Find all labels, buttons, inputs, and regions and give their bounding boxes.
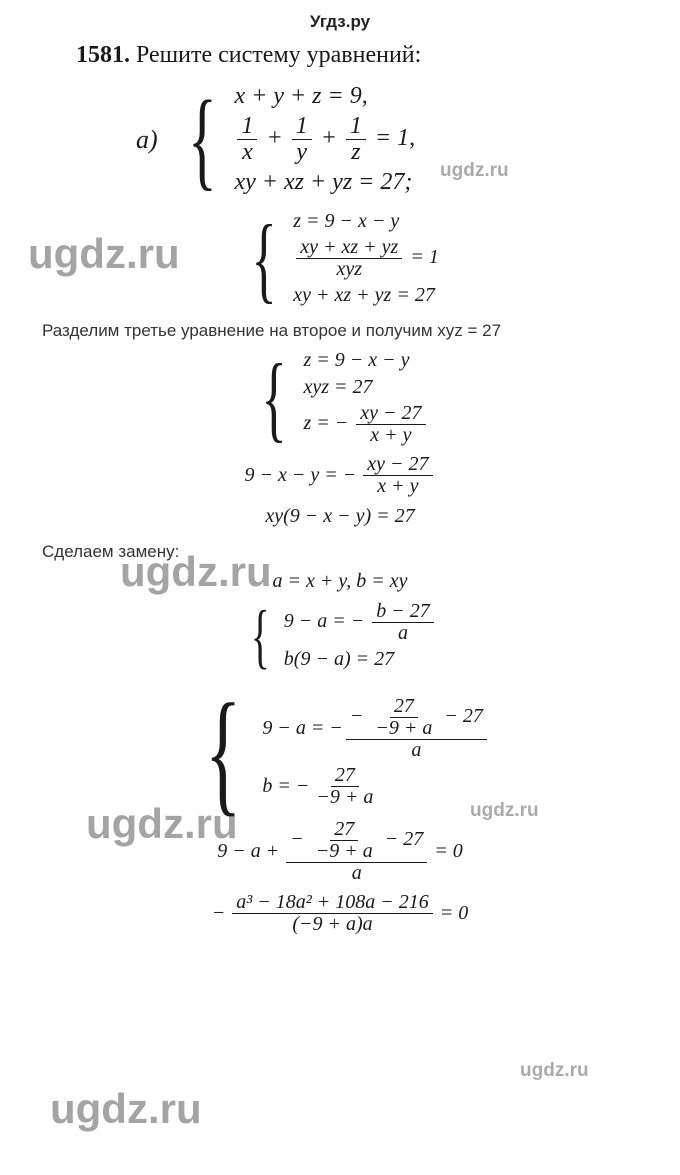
eq-a1: x + y + z = 9, — [234, 83, 415, 110]
step1-l2: xy + xz + yzxyz = 1 — [293, 237, 439, 280]
para-1: Разделим третье уравнение на второе и по… — [42, 321, 644, 341]
step3-system: { 9 − a = − b − 27a b(9 − a) = 27 — [36, 601, 644, 671]
problem-number: 1581. — [76, 42, 130, 68]
step5-eq1: 9 − a + − 27−9 + a − 27 a = 0 — [36, 819, 644, 884]
step3-l2: b(9 − a) = 27 — [284, 648, 437, 671]
step4-l2: b = − 27−9 + a — [262, 765, 490, 808]
step1-system: { z = 9 − x − y xy + xz + yzxyz = 1 xy +… — [36, 210, 644, 307]
watermark-7: ugdz.ru — [520, 1060, 589, 1082]
step2-eq1: 9 − x − y = − xy − 27x + y — [36, 454, 644, 497]
brace: { — [176, 83, 235, 196]
para-2: Сделаем замену: — [42, 542, 644, 562]
part-label: a) — [136, 125, 158, 155]
site-header: Угдз.ру — [36, 12, 644, 32]
step2-system: { z = 9 − x − y xyz = 27 z = − xy − 27x … — [36, 349, 644, 446]
substitution: a = x + y, b = xy — [36, 570, 644, 593]
eq-a2: 1x + 1y + 1z = 1, — [234, 114, 415, 165]
step1-l3: xy + xz + yz = 27 — [293, 284, 439, 307]
step2-l2: xyz = 27 — [304, 376, 429, 399]
step5-eq2: − a³ − 18a² + 108a − 216(−9 + a)a = 0 — [36, 892, 644, 935]
step1-l1: z = 9 − x − y — [293, 210, 439, 233]
watermark-6: ugdz.ru — [50, 1085, 202, 1133]
step2-eq2: xy(9 − x − y) = 27 — [36, 505, 644, 528]
step3-l1: 9 − a = − b − 27a — [284, 601, 437, 644]
problem-title: Решите систему уравнений: — [136, 42, 421, 68]
problem-part-a: a) { x + y + z = 9, 1x + 1y + 1z = 1, xy… — [36, 83, 644, 196]
step2-l3: z = − xy − 27x + y — [304, 403, 429, 446]
step4-system: { 9 − a = − − 27−9 + a − 27 a b = − — [36, 693, 644, 810]
step2-l1: z = 9 − x − y — [304, 349, 429, 372]
system-a: { x + y + z = 9, 1x + 1y + 1z = 1, xy + … — [176, 83, 415, 196]
eq-a3: xy + xz + yz = 27; — [234, 169, 415, 196]
problem-statement: 1581. Решите систему уравнений: — [76, 42, 644, 69]
step4-l1: 9 − a = − − 27−9 + a − 27 a — [262, 696, 490, 761]
page: Угдз.ру 1581. Решите систему уравнений: … — [0, 0, 680, 1175]
